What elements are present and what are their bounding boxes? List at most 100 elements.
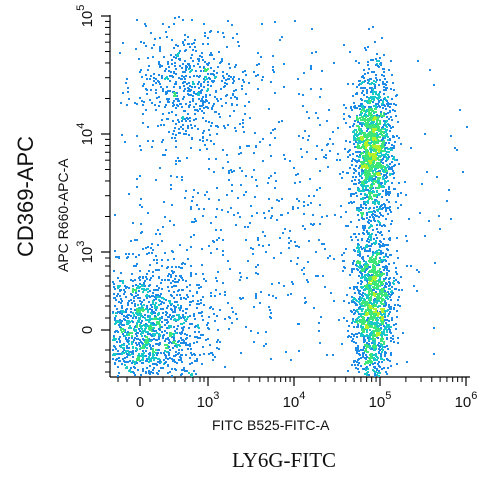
- scatter-point: [202, 215, 204, 217]
- scatter-point: [267, 182, 269, 184]
- scatter-point: [365, 49, 367, 51]
- scatter-point: [196, 360, 198, 362]
- scatter-point: [379, 193, 381, 195]
- scatter-point: [380, 155, 382, 157]
- scatter-point: [358, 167, 360, 169]
- scatter-point: [308, 240, 310, 242]
- scatter-point: [373, 158, 375, 160]
- scatter-point: [366, 174, 368, 176]
- scatter-point: [378, 293, 380, 295]
- scatter-point: [168, 66, 170, 68]
- scatter-point: [147, 325, 149, 327]
- scatter-point: [185, 298, 187, 300]
- scatter-point: [140, 198, 142, 200]
- scatter-point: [255, 266, 257, 268]
- scatter-point: [369, 194, 371, 196]
- scatter-point: [371, 280, 373, 282]
- scatter-point: [187, 90, 189, 92]
- scatter-point: [364, 373, 366, 375]
- scatter-point: [393, 341, 395, 343]
- scatter-point: [367, 128, 369, 130]
- scatter-point: [378, 300, 380, 302]
- scatter-point: [379, 278, 381, 280]
- scatter-point: [357, 245, 359, 247]
- scatter-point: [178, 314, 180, 316]
- scatter-point: [139, 339, 141, 341]
- scatter-point: [167, 316, 169, 318]
- scatter-point: [367, 312, 369, 314]
- scatter-point: [386, 329, 388, 331]
- scatter-point: [368, 282, 370, 284]
- scatter-point: [145, 109, 147, 111]
- scatter-point: [134, 337, 136, 339]
- scatter-point: [383, 146, 385, 148]
- scatter-point: [363, 301, 365, 303]
- scatter-point: [153, 259, 155, 261]
- scatter-point: [167, 321, 169, 323]
- scatter-point: [222, 254, 224, 256]
- scatter-point: [366, 172, 368, 174]
- scatter-point: [370, 299, 372, 301]
- scatter-point: [324, 248, 326, 250]
- scatter-point: [392, 109, 394, 111]
- scatter-point: [177, 45, 179, 47]
- scatter-point: [189, 357, 191, 359]
- scatter-point: [369, 211, 371, 213]
- scatter-point: [397, 121, 399, 123]
- scatter-point: [366, 342, 368, 344]
- scatter-point: [174, 311, 176, 313]
- scatter-point: [203, 81, 205, 83]
- scatter-point: [163, 298, 165, 300]
- scatter-point: [183, 322, 185, 324]
- scatter-point: [254, 132, 256, 134]
- scatter-point: [114, 288, 116, 290]
- scatter-point: [388, 313, 390, 315]
- scatter-point: [381, 234, 383, 236]
- scatter-point: [168, 70, 170, 72]
- scatter-point: [135, 316, 137, 318]
- scatter-point: [380, 241, 382, 243]
- scatter-point: [113, 335, 115, 337]
- scatter-point: [145, 372, 147, 374]
- scatter-point: [361, 238, 363, 240]
- scatter-point: [133, 366, 135, 368]
- scatter-point: [354, 292, 356, 294]
- scatter-point: [372, 161, 374, 163]
- scatter-point: [170, 276, 172, 278]
- scatter-point: [388, 324, 390, 326]
- scatter-point: [368, 97, 370, 99]
- scatter-point: [317, 117, 319, 119]
- scatter-point: [191, 127, 193, 129]
- scatter-point: [354, 179, 356, 181]
- scatter-point: [128, 287, 130, 289]
- scatter-point: [138, 314, 140, 316]
- scatter-point: [373, 219, 375, 221]
- scatter-point: [384, 316, 386, 318]
- scatter-point: [385, 121, 387, 123]
- scatter-point: [153, 359, 155, 361]
- scatter-point: [369, 276, 371, 278]
- scatter-point: [204, 194, 206, 196]
- scatter-point: [303, 205, 305, 207]
- scatter-point: [182, 71, 184, 73]
- scatter-point: [363, 203, 365, 205]
- scatter-point: [255, 272, 257, 274]
- scatter-point: [142, 276, 144, 278]
- scatter-point: [229, 268, 231, 270]
- scatter-point: [163, 56, 165, 58]
- scatter-point: [370, 224, 372, 226]
- scatter-point: [192, 99, 194, 101]
- scatter-point: [369, 196, 371, 198]
- scatter-point: [363, 346, 365, 348]
- scatter-point: [376, 273, 378, 275]
- scatter-point: [145, 355, 147, 357]
- scatter-point: [357, 251, 359, 253]
- scatter-point: [356, 321, 358, 323]
- scatter-point: [190, 275, 192, 277]
- scatter-point: [193, 313, 195, 315]
- scatter-point: [178, 128, 180, 130]
- scatter-point: [184, 342, 186, 344]
- scatter-point: [389, 163, 391, 165]
- scatter-point: [189, 67, 191, 69]
- scatter-point: [362, 349, 364, 351]
